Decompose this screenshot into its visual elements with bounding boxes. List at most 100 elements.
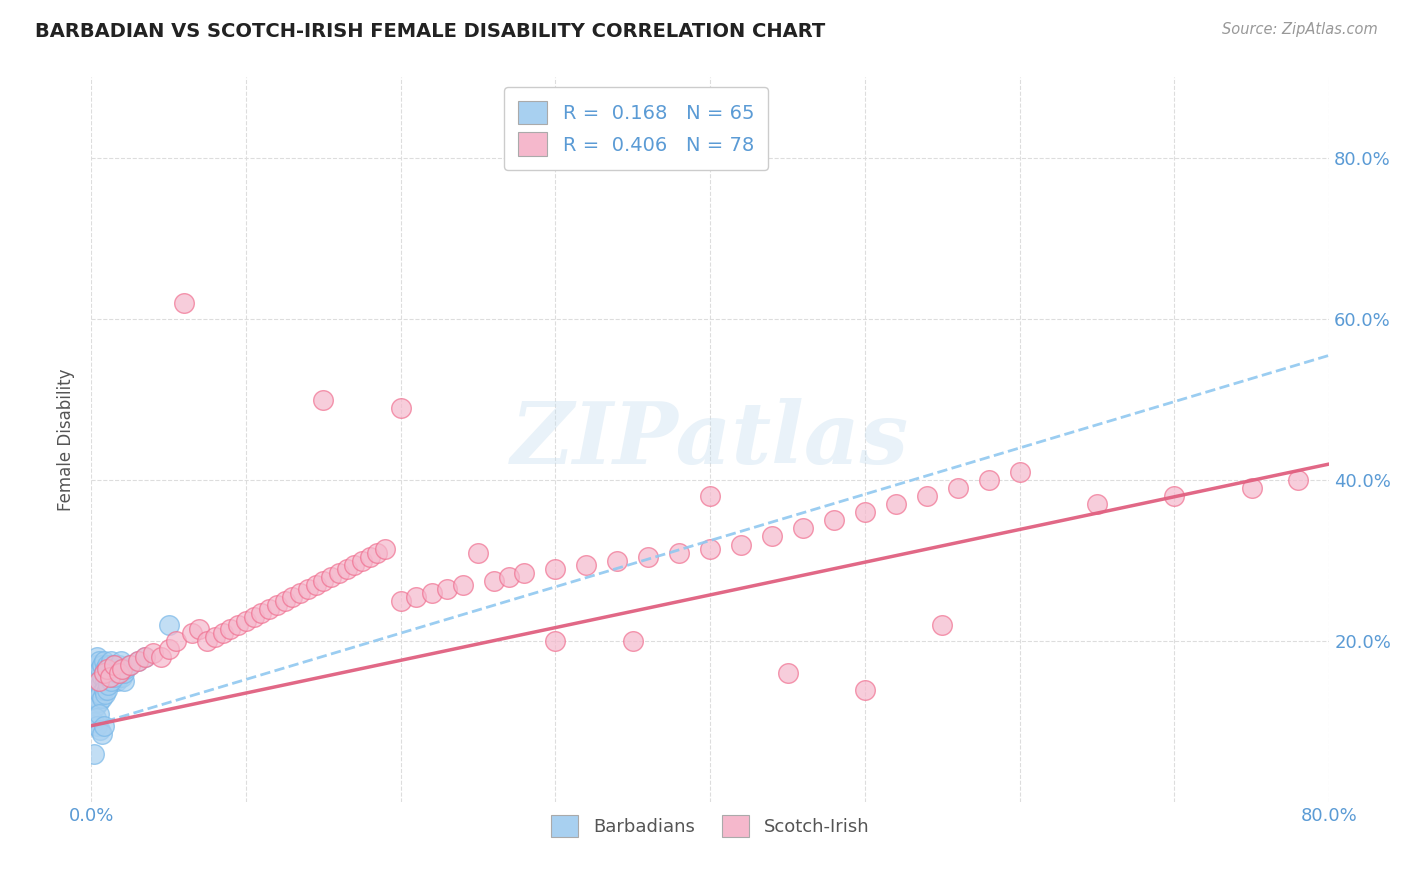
Point — [107, 674, 129, 689]
Point — [389, 594, 412, 608]
Point — [420, 586, 443, 600]
Point — [103, 658, 125, 673]
Legend: Barbadians, Scotch-Irish: Barbadians, Scotch-Irish — [544, 807, 876, 844]
Point — [436, 582, 458, 596]
Point — [451, 578, 474, 592]
Point — [89, 723, 111, 737]
Point — [96, 658, 118, 673]
Point — [127, 654, 149, 668]
Point — [94, 674, 117, 689]
Point — [668, 546, 690, 560]
Point — [127, 654, 149, 668]
Point — [1163, 489, 1185, 503]
Point — [111, 662, 134, 676]
Point — [118, 658, 141, 673]
Point — [977, 473, 1000, 487]
Point — [103, 674, 125, 689]
Point — [389, 401, 412, 415]
Point — [100, 674, 122, 689]
Point — [328, 566, 350, 580]
Point — [405, 590, 427, 604]
Point — [84, 666, 107, 681]
Point — [112, 674, 135, 689]
Point — [498, 570, 520, 584]
Point — [226, 618, 249, 632]
Point — [374, 541, 396, 556]
Point — [157, 642, 180, 657]
Point — [1085, 497, 1108, 511]
Point — [84, 658, 107, 673]
Point — [149, 650, 172, 665]
Point — [98, 670, 121, 684]
Point — [83, 714, 105, 729]
Point — [304, 578, 326, 592]
Point — [100, 654, 122, 668]
Point — [915, 489, 938, 503]
Point — [297, 582, 319, 596]
Point — [87, 695, 110, 709]
Point — [204, 630, 226, 644]
Point — [173, 296, 195, 310]
Point — [242, 610, 264, 624]
Point — [359, 549, 381, 564]
Point — [250, 606, 273, 620]
Point — [89, 687, 111, 701]
Point — [730, 537, 752, 551]
Point — [112, 666, 135, 681]
Point — [467, 546, 489, 560]
Point — [575, 558, 598, 572]
Point — [96, 682, 118, 697]
Point — [134, 650, 156, 665]
Point — [97, 666, 120, 681]
Point — [89, 678, 111, 692]
Point — [1008, 465, 1031, 479]
Point — [165, 634, 187, 648]
Y-axis label: Female Disability: Female Disability — [58, 368, 75, 511]
Point — [96, 662, 118, 676]
Point — [93, 666, 115, 681]
Point — [86, 690, 108, 705]
Point — [111, 662, 134, 676]
Point — [257, 602, 280, 616]
Point — [97, 674, 120, 689]
Point — [118, 658, 141, 673]
Point — [281, 590, 304, 604]
Point — [108, 658, 131, 673]
Point — [266, 598, 288, 612]
Point — [97, 678, 120, 692]
Point — [93, 682, 115, 697]
Text: Source: ZipAtlas.com: Source: ZipAtlas.com — [1222, 22, 1378, 37]
Point — [195, 634, 218, 648]
Point — [853, 505, 876, 519]
Point — [87, 706, 110, 721]
Point — [103, 670, 125, 684]
Point — [91, 727, 114, 741]
Point — [104, 670, 127, 684]
Point — [87, 674, 110, 689]
Point — [93, 666, 115, 681]
Point — [110, 654, 132, 668]
Point — [792, 521, 814, 535]
Point — [94, 662, 117, 676]
Point — [1286, 473, 1309, 487]
Point — [110, 666, 132, 681]
Point — [312, 574, 335, 588]
Point — [91, 690, 114, 705]
Point — [343, 558, 366, 572]
Point — [219, 622, 242, 636]
Point — [761, 529, 783, 543]
Point — [91, 658, 114, 673]
Point — [93, 719, 115, 733]
Point — [100, 666, 122, 681]
Point — [319, 570, 342, 584]
Point — [83, 747, 105, 761]
Point — [606, 554, 628, 568]
Point — [366, 546, 388, 560]
Point — [699, 489, 721, 503]
Point — [211, 626, 233, 640]
Point — [98, 658, 121, 673]
Point — [83, 674, 105, 689]
Point — [142, 646, 165, 660]
Point — [104, 662, 127, 676]
Point — [86, 682, 108, 697]
